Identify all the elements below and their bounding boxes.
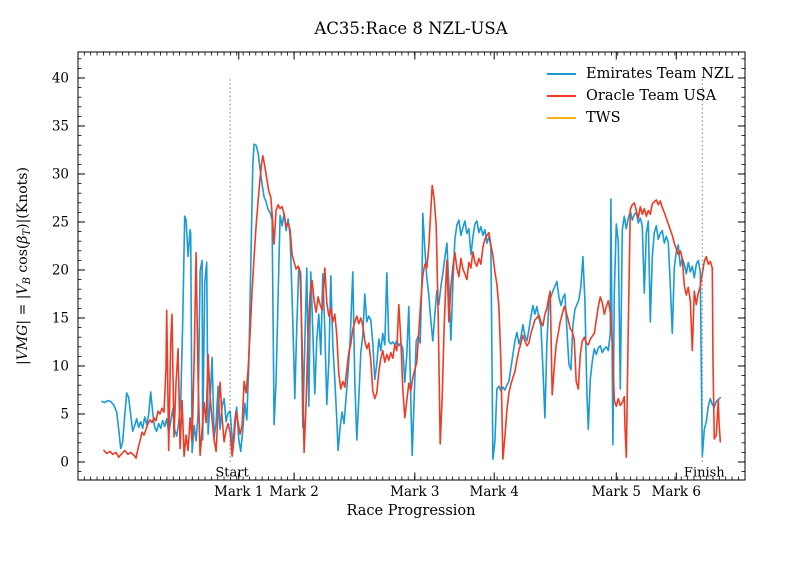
legend-label: Emirates Team NZL: [586, 66, 734, 82]
series-line-1: [103, 155, 722, 460]
legend-label: TWS: [586, 110, 621, 126]
y-axis-label: |VMG| = |VB cos(βT)|(Knots): [15, 167, 33, 365]
y-tick-label: 35: [52, 119, 69, 135]
y-tick-label: 0: [60, 455, 69, 471]
x-tick-label: Mark 1: [214, 484, 263, 500]
x-tick-label: Mark 5: [592, 484, 641, 500]
chart-title: AC35:Race 8 NZL-USA: [314, 19, 508, 38]
legend-item: Emirates Team NZL: [547, 63, 734, 85]
y-tick-label: 20: [52, 263, 69, 279]
x-tick-label: Mark 6: [652, 484, 701, 500]
legend-line-swatch-nzl: [547, 72, 576, 76]
y-tick-label: 10: [52, 359, 69, 375]
y-tick-label: 5: [60, 407, 69, 423]
race-start-label: Start: [215, 466, 249, 481]
legend: Emirates Team NZL Oracle Team USA TWS: [547, 63, 734, 129]
x-axis-label: Race Progression: [346, 503, 476, 519]
x-tick-label: Mark 2: [269, 484, 318, 500]
y-tick-label: 30: [52, 167, 69, 183]
legend-label: Oracle Team USA: [586, 88, 717, 104]
legend-item: Oracle Team USA: [547, 85, 734, 107]
legend-item: TWS: [547, 107, 734, 129]
y-tick-label: 40: [52, 71, 69, 87]
y-tick-label: 15: [52, 311, 69, 327]
x-tick-label: Mark 4: [470, 484, 519, 500]
legend-line-swatch-tws: [547, 116, 576, 120]
race-finish-label: Finish: [684, 466, 725, 481]
y-tick-label: 25: [52, 215, 69, 231]
legend-line-swatch-usa: [547, 94, 576, 98]
x-tick-label: Mark 3: [390, 484, 439, 500]
plot-frame: [77, 51, 746, 481]
series-line-0: [101, 143, 722, 460]
